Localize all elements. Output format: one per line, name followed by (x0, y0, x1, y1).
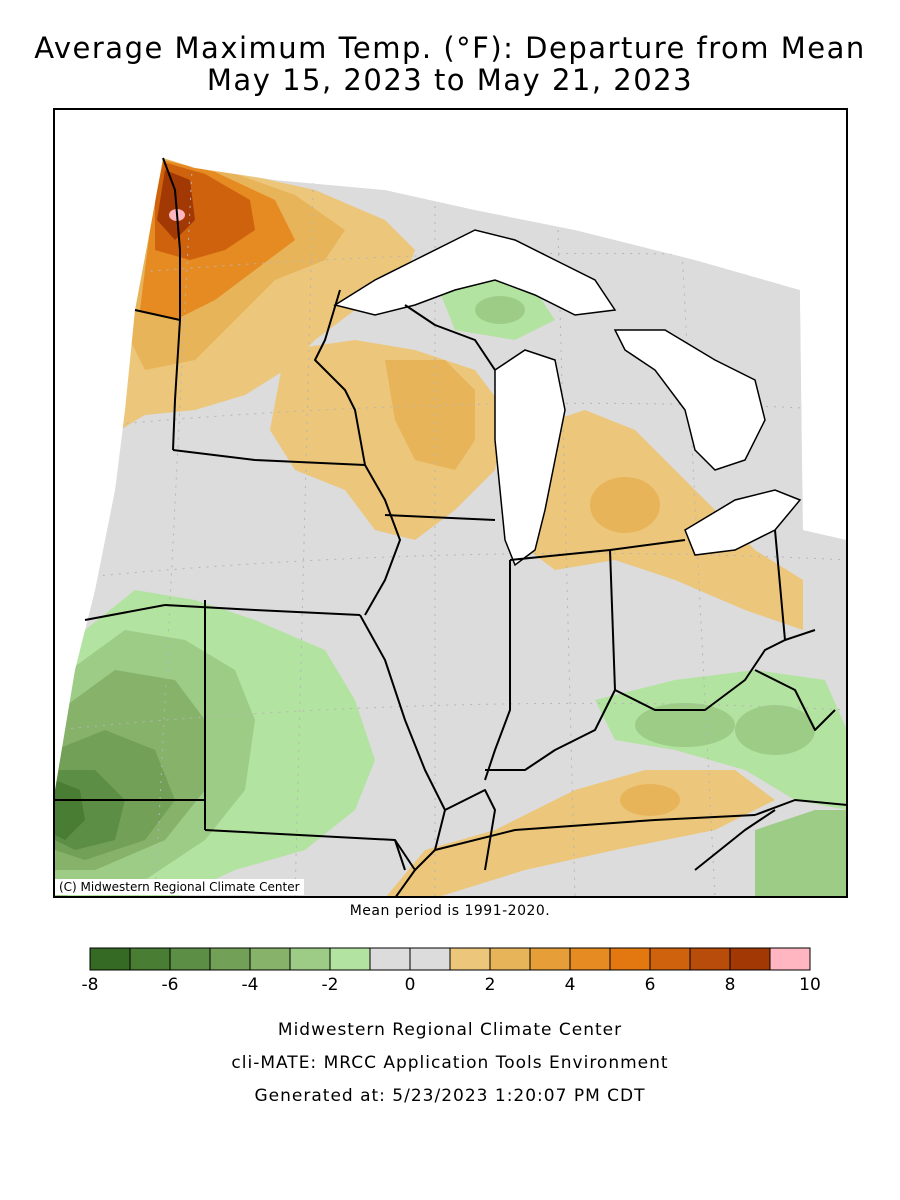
legend-tick-label: 8 (724, 975, 736, 995)
border-mn-wi (314, 289, 366, 466)
border-nd-sd (134, 309, 181, 321)
footer-org: Midwestern Regional Climate Center (277, 1020, 623, 1040)
legend-swatch (729, 947, 771, 971)
mean-period-note: Mean period is 1991-2020. (349, 903, 551, 919)
copyright-label: (C) Midwestern Regional Climate Center (55, 879, 304, 895)
lake-michigan (494, 349, 566, 567)
border-ia-mo (164, 604, 361, 616)
border-in-ky (485, 689, 616, 771)
footer-tool: cli-MATE: MRCC Application Tools Environ… (231, 1053, 669, 1073)
border-ky-tn (434, 814, 756, 851)
legend-swatch (409, 947, 451, 971)
border-wv-va (754, 669, 836, 731)
state-borders (55, 157, 846, 896)
map-title: Average Maximum Temp. (°F): Departure fr… (34, 31, 866, 65)
cool-region-southeast (755, 810, 846, 896)
legend-swatch (369, 947, 411, 971)
outside-domain-nw (55, 110, 163, 790)
temperature-departure-map (53, 108, 848, 898)
legend-swatch (89, 947, 131, 971)
legend-tick-label: 4 (564, 975, 576, 995)
border-wi-il (384, 514, 496, 521)
legend-swatch (209, 947, 251, 971)
legend-tick-label: -6 (161, 975, 179, 995)
legend-swatch (329, 947, 371, 971)
border-sd-ne (84, 604, 166, 621)
border-tn-va (754, 799, 846, 816)
legend-tick-label: 0 (404, 975, 416, 995)
legend-tick-label: -8 (81, 975, 99, 995)
border-il-in (484, 560, 511, 781)
outside-domain-east (800, 290, 846, 540)
warm-region-michigan-core (590, 477, 660, 533)
legend-swatch (609, 947, 651, 971)
lake-superior (333, 229, 617, 316)
legend-swatch (169, 947, 211, 971)
legend-tick-label: 2 (484, 975, 496, 995)
warm-region-michigan (515, 410, 803, 630)
border-ia-il (364, 464, 401, 616)
legend-tick-label: 6 (644, 975, 656, 995)
cool-region-missouri-6 (55, 780, 85, 840)
legend-swatch (249, 947, 291, 971)
cool-region-upper-michigan-core (475, 296, 525, 324)
border-il-ky (444, 789, 496, 871)
legend-swatch (649, 947, 691, 971)
outside-domain-canada (163, 110, 846, 290)
border-wi-mi (404, 304, 496, 371)
cool-region-wv-core (735, 705, 815, 755)
cool-region-kentucky-core (635, 703, 735, 747)
legend-tick-label: -4 (241, 975, 259, 995)
color-legend (89, 947, 811, 971)
legend-swatch (489, 947, 531, 971)
lake-erie (684, 489, 802, 556)
border-in-oh (609, 549, 616, 691)
legend-tick-label: 10 (799, 975, 821, 995)
border-in-mi (509, 549, 611, 561)
map-svg (55, 110, 846, 896)
legend-swatch (129, 947, 171, 971)
border-mi-oh (609, 539, 686, 551)
legend-swatch (449, 947, 491, 971)
border-ky-va (694, 809, 776, 871)
footer-generated: Generated at: 5/23/2023 1:20:07 PM CDT (254, 1086, 646, 1106)
warm-region-wisconsin-core (385, 360, 475, 470)
legend-swatch (769, 947, 811, 971)
legend-swatch (529, 947, 571, 971)
map-date-range: May 15, 2023 to May 21, 2023 (206, 63, 694, 97)
legend-bar (89, 947, 811, 971)
border-oh-ky (614, 639, 786, 711)
legend-swatch (689, 947, 731, 971)
lake-huron (613, 329, 766, 471)
legend-tick-label: -2 (321, 975, 339, 995)
border-mn-nd (162, 157, 181, 451)
border-mn-ia (172, 449, 366, 466)
legend-swatch (569, 947, 611, 971)
warm-region-kentucky-core (620, 784, 680, 816)
legend-swatch (289, 947, 331, 971)
border-mo-tn (394, 839, 416, 896)
